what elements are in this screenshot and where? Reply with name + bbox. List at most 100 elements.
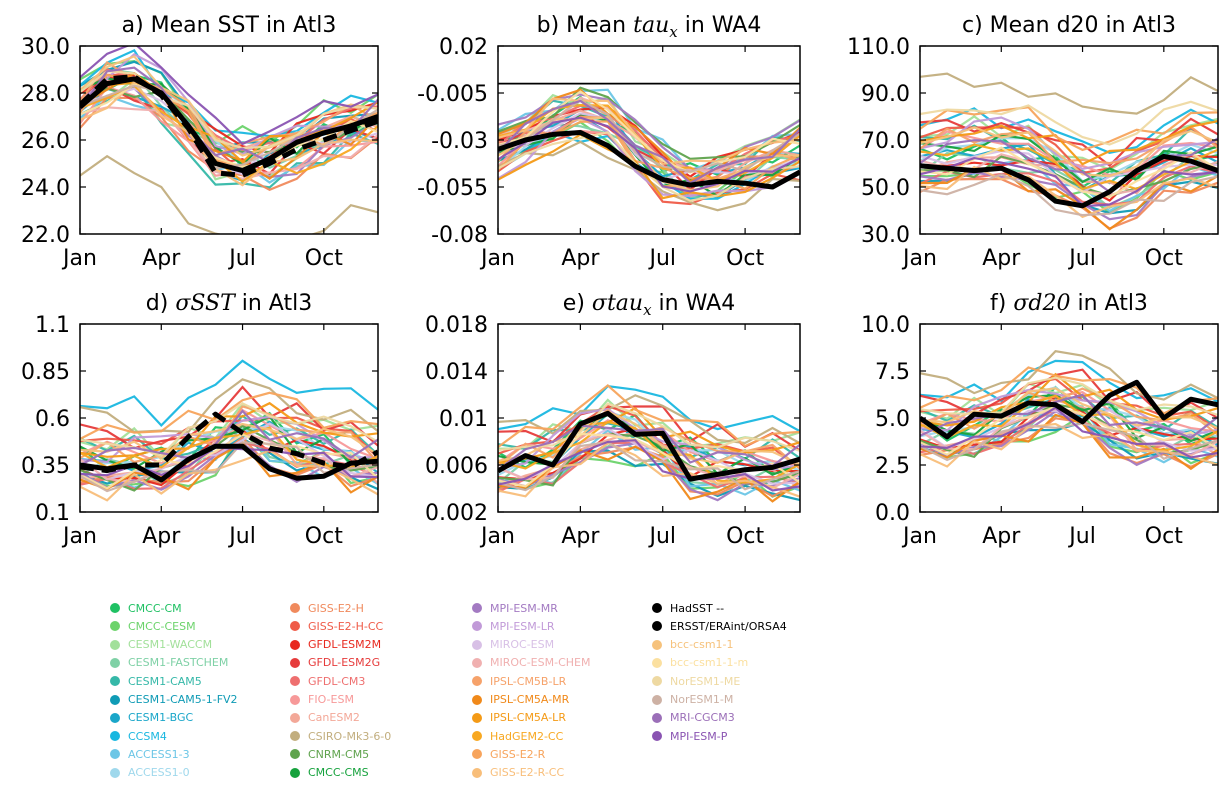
- y-tick-label: 0.1: [35, 501, 70, 526]
- model-line: [498, 133, 800, 200]
- model-line: [80, 409, 378, 467]
- x-tick-label: Oct: [726, 524, 764, 549]
- x-tick-label: Jul: [1067, 246, 1096, 271]
- y-tick-label: 26.0: [21, 129, 70, 154]
- model-line: [498, 104, 800, 173]
- model-line: [498, 384, 800, 433]
- model-line: [498, 99, 800, 185]
- y-tick-label: 0.6: [35, 407, 70, 432]
- y-tick-label: 0.02: [439, 35, 488, 60]
- model-line: [920, 155, 1218, 197]
- ersst-line: [920, 153, 1218, 209]
- ersst-line: [498, 130, 800, 190]
- model-line: [498, 402, 800, 453]
- ersst-line: [498, 410, 800, 482]
- model-line: [80, 391, 378, 440]
- y-tick-label: 50.0: [861, 176, 910, 201]
- model-line: [920, 173, 1218, 217]
- ersst-line: [920, 379, 1218, 440]
- hadsst-line: [80, 74, 378, 178]
- x-tick-label: Jan: [61, 246, 97, 271]
- y-tick-label: -0.005: [417, 82, 488, 107]
- panel-title: f) σd20 in Atl3: [990, 291, 1148, 316]
- model-line: [920, 376, 1218, 417]
- y-tick-label: 0.002: [425, 501, 488, 526]
- ersst-line: [80, 76, 378, 174]
- model-line: [80, 401, 378, 458]
- x-tick-label: Jan: [901, 524, 937, 549]
- series-group: [80, 46, 378, 234]
- y-tick-label: 0.014: [425, 360, 488, 385]
- model-line: [920, 156, 1218, 208]
- model-line: [920, 366, 1218, 415]
- y-tick-label: 10.0: [861, 313, 910, 338]
- y-tick-label: 24.0: [21, 176, 70, 201]
- model-line: [920, 126, 1218, 178]
- y-tick-label: -0.03: [431, 129, 488, 154]
- x-tick-label: Jul: [647, 246, 676, 271]
- model-line: [920, 100, 1218, 146]
- series-group: [80, 359, 378, 502]
- model-line: [80, 426, 378, 469]
- x-tick-label: Apr: [561, 246, 600, 271]
- x-tick-label: Oct: [305, 246, 343, 271]
- y-tick-label: 110.0: [847, 35, 910, 60]
- model-line: [80, 71, 378, 181]
- series-group: [920, 350, 1218, 471]
- model-line: [80, 433, 378, 490]
- model-line: [80, 46, 378, 146]
- y-tick-label: 30.0: [861, 223, 910, 248]
- panel-title: b) Mean taux in WA4: [537, 13, 762, 41]
- model-line: [498, 441, 800, 498]
- x-tick-label: Apr: [142, 524, 181, 549]
- y-tick-label: 0.85: [21, 360, 70, 385]
- series-group: [498, 383, 800, 503]
- x-tick-label: Jul: [647, 524, 676, 549]
- y-tick-label: 0.01: [439, 407, 488, 432]
- model-line: [80, 449, 378, 502]
- model-line: [920, 120, 1218, 166]
- x-tick-label: Jan: [901, 246, 937, 271]
- y-tick-label: 1.1: [35, 313, 70, 338]
- x-tick-label: Jul: [1067, 524, 1096, 549]
- model-line: [920, 405, 1218, 456]
- x-tick-label: Jan: [479, 524, 515, 549]
- model-line: [498, 406, 800, 463]
- x-tick-label: Jul: [227, 246, 256, 271]
- x-tick-label: Apr: [561, 524, 600, 549]
- x-tick-label: Jan: [479, 246, 515, 271]
- model-line: [498, 90, 800, 174]
- model-line: [80, 359, 378, 427]
- model-line: [920, 350, 1218, 401]
- model-line: [80, 70, 378, 150]
- ersst-line: [80, 443, 378, 483]
- y-tick-label: 2.5: [875, 454, 910, 479]
- x-tick-label: Jan: [61, 524, 97, 549]
- model-line: [498, 441, 800, 492]
- y-tick-label: 0.35: [21, 454, 70, 479]
- x-tick-label: Apr: [142, 246, 181, 271]
- panel-title: c) Mean d20 in Atl3: [962, 13, 1176, 38]
- model-line: [920, 146, 1218, 199]
- model-line: [498, 439, 800, 492]
- y-tick-label: 90.0: [861, 82, 910, 107]
- y-tick-label: 22.0: [21, 223, 70, 248]
- y-tick-label: 7.5: [875, 360, 910, 385]
- y-tick-label: 0.0: [875, 501, 910, 526]
- model-line: [920, 372, 1218, 427]
- model-line: [498, 424, 800, 471]
- model-line: [920, 394, 1218, 452]
- panel-title: e) σtaux in WA4: [563, 291, 735, 319]
- model-line: [920, 406, 1218, 459]
- model-line: [498, 99, 800, 173]
- y-tick-label: 0.018: [425, 313, 488, 338]
- y-tick-label: 5.0: [875, 407, 910, 432]
- model-line: [498, 116, 800, 193]
- panel-title: a) Mean SST in Atl3: [122, 13, 337, 38]
- x-tick-label: Apr: [982, 246, 1021, 271]
